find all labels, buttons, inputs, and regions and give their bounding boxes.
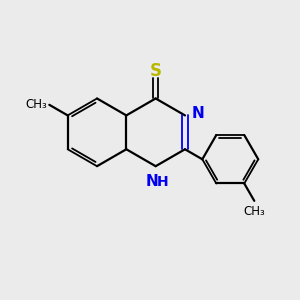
Text: H: H (157, 175, 169, 189)
Text: CH₃: CH₃ (25, 98, 47, 111)
Text: N: N (146, 174, 158, 189)
Text: N: N (191, 106, 204, 122)
Text: S: S (150, 62, 162, 80)
Text: CH₃: CH₃ (243, 205, 265, 218)
